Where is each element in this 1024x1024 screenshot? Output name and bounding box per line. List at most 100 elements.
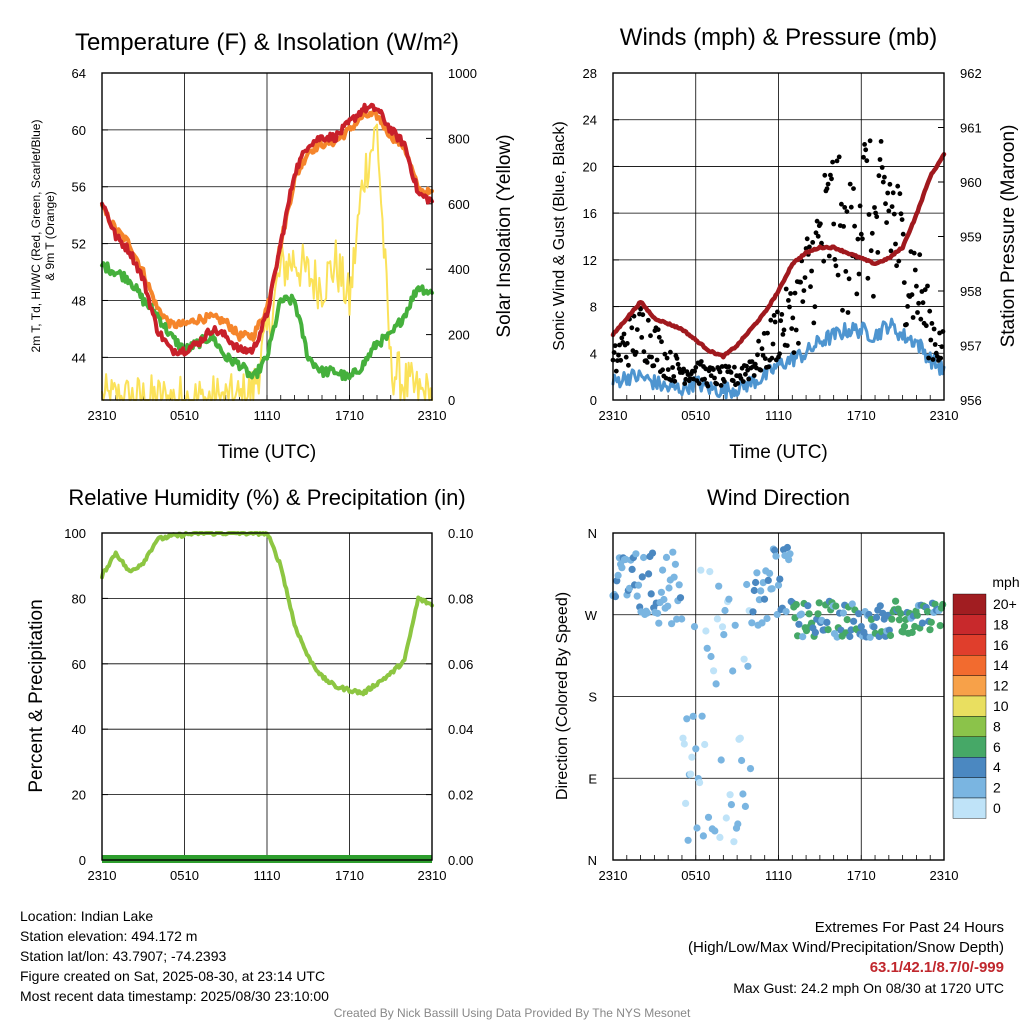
direction-point [918, 619, 927, 627]
direction-point [758, 619, 766, 627]
gust-point [844, 209, 850, 215]
gust-point [740, 379, 746, 384]
direction-point [753, 569, 761, 577]
gust-point [869, 230, 875, 236]
direction-point [671, 560, 680, 568]
gust-point [841, 224, 846, 229]
direction-point [848, 600, 856, 608]
direction-point [749, 608, 757, 616]
direction-point [679, 734, 687, 742]
temp-panel-y2-tick-label: 800 [448, 131, 470, 146]
gust-point [821, 258, 827, 264]
gust-point [863, 147, 869, 153]
gust-point [801, 288, 807, 293]
direction-point [805, 610, 813, 618]
dir-panel-title: Wind Direction [707, 485, 850, 510]
gust-point [860, 236, 865, 242]
direction-point [675, 581, 683, 589]
gust-point [656, 334, 662, 340]
direction-point [783, 543, 792, 552]
temp-panel-y2-tick-label: 1000 [448, 66, 477, 81]
gust-point [758, 367, 764, 373]
dir-panel-y-tick-label: N [588, 853, 597, 868]
gust-point [651, 363, 657, 369]
gust-point [768, 317, 774, 323]
gust-point [926, 355, 931, 361]
gust-point [644, 360, 650, 365]
direction-point [698, 712, 706, 720]
direction-point [746, 765, 755, 773]
winds-panel-y2-tick-label: 959 [960, 230, 982, 245]
extremes-values: 63.1/42.1/8.7/0/-999 [869, 959, 1004, 976]
gust-point [759, 346, 765, 352]
winds-panel-y-tick-label: 28 [583, 66, 597, 81]
gust-point [909, 292, 915, 298]
direction-point [717, 756, 725, 764]
direction-point [888, 615, 896, 623]
direction-point [785, 556, 793, 564]
gust-point [879, 165, 885, 170]
gust-point [714, 381, 720, 387]
dir-panel-y-tick-label: E [588, 771, 597, 786]
colorbar-label: 12 [993, 678, 1009, 694]
direction-point [707, 652, 715, 661]
direction-point [876, 602, 884, 610]
gust-point [732, 364, 737, 370]
colorbar-label: 14 [993, 657, 1009, 673]
rh-panel-x-tick-label: 1110 [254, 868, 281, 883]
gust-point [682, 381, 688, 386]
colorbar-label: 18 [993, 616, 1009, 632]
winds-panel-x-tick-label: 2310 [599, 408, 628, 423]
gust-point [746, 376, 752, 382]
temp-series-line [100, 102, 434, 357]
dir-panel-y-tick-label: W [585, 608, 598, 623]
gust-point [692, 368, 697, 374]
temp-panel-y-tick-label: 56 [72, 180, 86, 195]
direction-point [711, 827, 719, 835]
gust-point [856, 271, 862, 277]
direction-point [729, 667, 737, 675]
gust-point [665, 367, 671, 372]
station-latlon: Station lat/lon: 43.7907; -74.2393 [20, 948, 227, 964]
gust-point [911, 250, 917, 256]
temp-panel-ylabel: 2m T, Td, HI/WC (Red, Green, Scarlet/Blu… [29, 120, 43, 353]
gust-point [927, 308, 933, 314]
direction-point [680, 740, 688, 748]
gust-point [711, 367, 716, 372]
gust-point [842, 205, 848, 210]
gust-point [893, 241, 898, 247]
colorbar-label: 8 [993, 718, 1001, 734]
winds-panel-x-tick-label: 1710 [847, 408, 876, 423]
gust-point [815, 233, 821, 239]
gust-point [830, 159, 835, 165]
rh-series-line [100, 531, 434, 697]
gust-point [875, 250, 881, 255]
gust-point [766, 364, 771, 370]
direction-point [659, 566, 667, 574]
gust-point [832, 257, 838, 262]
rh-panel-x-tick-label: 2310 [88, 868, 117, 883]
direction-point [740, 655, 748, 663]
gust-point [876, 173, 882, 179]
rh-panel-y-tick-label: 0 [79, 853, 86, 868]
dir-panel-y-tick-label: S [588, 690, 597, 705]
winds-panel-y2-tick-label: 956 [960, 393, 982, 408]
gust-point [915, 310, 920, 315]
colorbar-swatch [952, 797, 987, 819]
direction-point [760, 595, 769, 603]
rh-panel-y2-tick-label: 0.08 [448, 591, 473, 606]
gust-point [897, 191, 903, 197]
direction-point [771, 546, 779, 555]
gust-point [680, 370, 685, 375]
max-gust: Max Gust: 24.2 mph On 08/30 at 1720 UTC [733, 980, 1004, 996]
gust-point [772, 319, 778, 325]
direction-point [792, 601, 800, 609]
rh-panel-y-tick-label: 40 [72, 722, 86, 737]
colorbar-swatch [952, 614, 987, 636]
gust-point [792, 290, 798, 296]
direction-point [613, 577, 621, 585]
direction-point [664, 602, 672, 610]
gust-point [641, 349, 647, 355]
winds-panel-frame [612, 72, 945, 401]
gust-point [895, 183, 901, 189]
